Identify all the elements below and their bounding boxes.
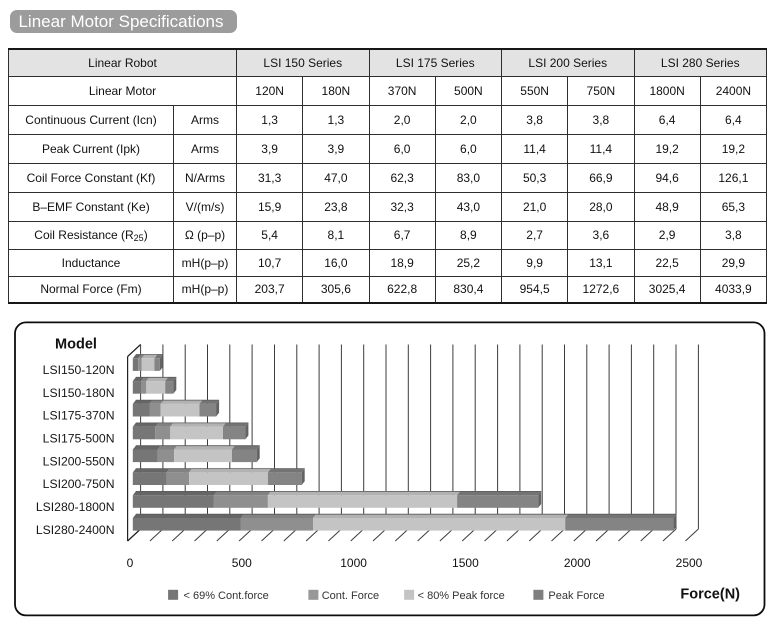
svg-text:LSI150-120N: LSI150-120N [43, 363, 115, 377]
svg-text:Peak Force: Peak Force [548, 590, 604, 602]
svg-text:LSI200-750N: LSI200-750N [43, 477, 115, 491]
svg-text:Model: Model [55, 337, 97, 353]
svg-text:500: 500 [232, 556, 252, 570]
svg-text:LSI150-180N: LSI150-180N [43, 386, 115, 400]
svg-text:< 69% Cont.force: < 69% Cont.force [184, 590, 269, 602]
svg-text:0: 0 [127, 556, 134, 570]
svg-text:LSI175-370N: LSI175-370N [43, 409, 115, 423]
svg-text:1500: 1500 [452, 556, 479, 570]
svg-text:LSI280-2400N: LSI280-2400N [36, 523, 115, 537]
svg-text:Cont. Force: Cont. Force [322, 590, 379, 602]
svg-text:LSI175-500N: LSI175-500N [43, 432, 115, 446]
svg-text:2000: 2000 [564, 556, 591, 570]
svg-text:LSI280-1800N: LSI280-1800N [36, 500, 115, 514]
svg-text:Force(N): Force(N) [680, 587, 740, 603]
svg-text:LSI200-550N: LSI200-550N [43, 454, 115, 468]
svg-text:1000: 1000 [340, 556, 367, 570]
svg-text:2500: 2500 [676, 556, 703, 570]
svg-text:< 80% Peak force: < 80% Peak force [418, 590, 505, 602]
